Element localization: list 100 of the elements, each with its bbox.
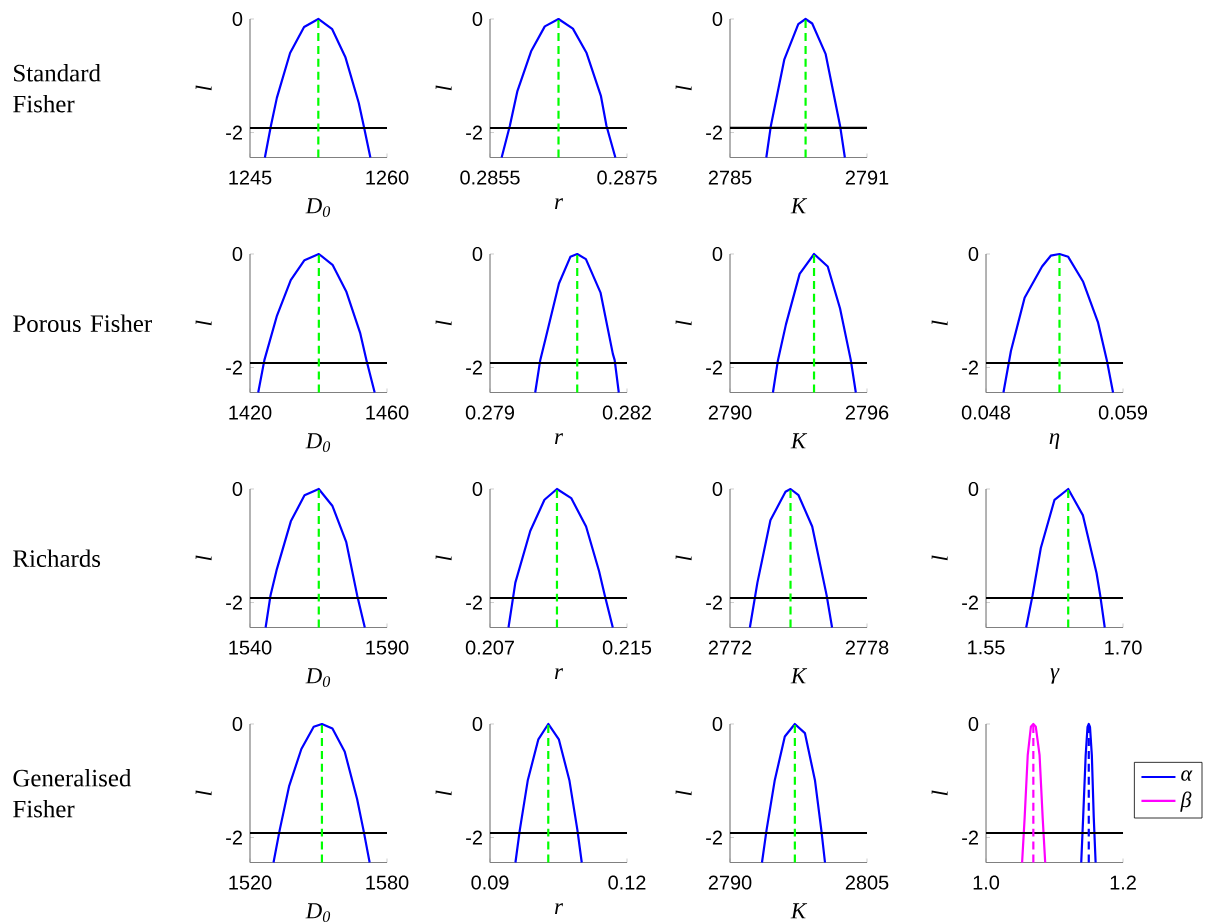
text: Standard Fisher [13, 64, 101, 113]
text: Richards [13, 549, 101, 568]
y-axis-title: l [931, 320, 948, 326]
x-tick-label: 0.282 [602, 405, 651, 420]
x-axis-title: D$_{0}$ [305, 903, 331, 923]
y-axis-title: l [195, 85, 212, 91]
y-tick-label: -2 [706, 830, 722, 845]
y-tick-label: 0 [472, 246, 483, 262]
x-axis-title: r [554, 433, 564, 445]
x-axis-title: D$_{0}$ [305, 433, 331, 453]
y-axis-title: l [195, 555, 212, 561]
x-axis-title: K [790, 903, 808, 919]
x-tick-label: 1260 [366, 170, 409, 185]
y-axis-title: l [675, 320, 692, 326]
x-tick-label: 2778 [845, 640, 889, 655]
x-tick-label: 1420 [229, 405, 272, 420]
x-tick-label: 1520 [229, 875, 272, 890]
y-axis-title: l [195, 320, 212, 326]
y-tick-label: -2 [706, 360, 722, 375]
x-tick-label: 1.0 [973, 875, 1000, 890]
x-axis-title: r [554, 668, 564, 680]
x-tick-label: 1.70 [1105, 640, 1142, 655]
line-series [1002, 252, 1115, 394]
y-tick-label: -2 [962, 360, 978, 375]
y-axis-title: l [675, 555, 692, 561]
x-tick-label: 0.207 [465, 640, 514, 655]
line-series [1025, 487, 1106, 629]
x-axis-title: K [790, 668, 808, 684]
x-tick-label: 0.09 [471, 875, 509, 890]
y-axis-title: l [435, 85, 452, 91]
y-axis-title: l [675, 790, 692, 796]
x-axis-title: γ [1050, 668, 1060, 684]
legend-label: β [1180, 791, 1192, 812]
x-tick-label: 0.279 [465, 405, 514, 420]
y-tick-label: -2 [466, 360, 482, 375]
y-tick-label: -2 [962, 830, 978, 845]
text: Porous Fisher [13, 314, 152, 333]
y-tick-label: -2 [706, 595, 722, 610]
x-tick-label: 1580 [366, 875, 409, 890]
line-series [514, 722, 583, 864]
y-tick-label: 0 [712, 246, 723, 262]
line-series [263, 17, 372, 159]
x-tick-label: 2796 [845, 405, 889, 420]
line-series [272, 722, 371, 864]
x-tick-label: 0.2855 [460, 170, 520, 185]
line-series [771, 252, 857, 394]
x-tick-label: 1.2 [1110, 875, 1136, 890]
x-tick-label: 1590 [366, 640, 409, 655]
x-tick-label: 2791 [845, 170, 889, 185]
line-series [1021, 722, 1047, 864]
y-tick-label: 0 [712, 481, 723, 497]
y-tick-label: -2 [226, 595, 242, 610]
y-axis-title: l [675, 85, 692, 91]
y-tick-label: 0 [712, 11, 723, 27]
y-tick-label: 0 [968, 246, 979, 262]
y-tick-label: -2 [466, 830, 482, 845]
x-tick-label: 2785 [708, 170, 752, 185]
x-axis-title: K [790, 198, 808, 214]
x-tick-label: 0.2875 [597, 170, 657, 185]
y-axis-title: l [435, 555, 452, 561]
y-tick-label: 0 [712, 716, 723, 732]
y-tick-label: 0 [232, 481, 243, 497]
y-tick-label: 0 [472, 716, 483, 732]
y-tick-label: -2 [226, 360, 242, 375]
y-tick-label: -2 [226, 125, 242, 140]
y-tick-label: 0 [968, 481, 979, 497]
legend-label: α [1181, 770, 1193, 781]
x-tick-label: 0.059 [1098, 405, 1148, 420]
y-tick-label: -2 [226, 830, 242, 845]
line-series [534, 252, 620, 394]
x-tick-label: 0.12 [608, 875, 646, 890]
x-axis-title: r [554, 198, 564, 210]
x-tick-label: 0.215 [602, 640, 652, 655]
x-tick-label: 2772 [708, 640, 752, 655]
x-axis-title: r [554, 903, 564, 915]
y-tick-label: 0 [472, 11, 483, 27]
y-tick-label: 0 [232, 246, 243, 262]
y-axis-title: l [195, 790, 212, 796]
y-tick-label: 0 [472, 481, 483, 497]
line-series [257, 252, 376, 394]
y-tick-label: 0 [968, 716, 979, 732]
x-axis-title: D$_{0}$ [305, 198, 331, 218]
x-tick-label: 1.55 [968, 640, 1005, 655]
y-axis-title: l [931, 555, 948, 561]
x-axis-title: η [1049, 433, 1060, 449]
line-series [500, 17, 617, 159]
line-series [1080, 722, 1097, 864]
line-series [748, 487, 834, 629]
y-axis-title: l [435, 320, 452, 326]
x-tick-label: 1460 [366, 405, 409, 420]
x-tick-label: 2790 [708, 875, 752, 890]
x-axis-title: K [790, 433, 808, 449]
y-tick-label: 0 [232, 11, 243, 27]
text: Generalised Fisher [13, 769, 132, 818]
y-tick-label: -2 [466, 125, 482, 140]
x-tick-label: 0.048 [961, 405, 1011, 420]
x-tick-label: 1540 [229, 640, 272, 655]
line-series [264, 487, 366, 629]
y-tick-label: -2 [466, 595, 482, 610]
y-axis-title: l [435, 790, 452, 796]
